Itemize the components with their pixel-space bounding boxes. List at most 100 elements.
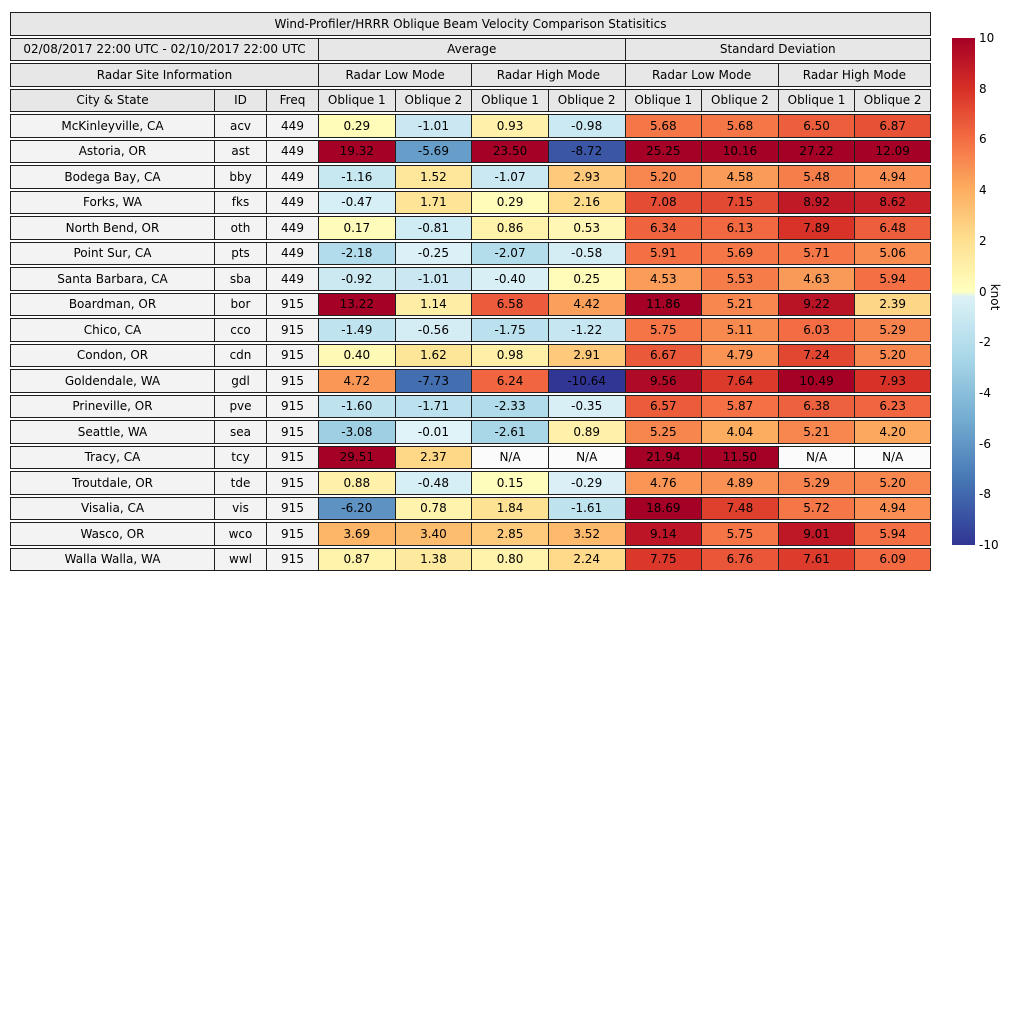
value-cell: 0.78 [394, 496, 472, 520]
value-cell: -1.75 [471, 318, 548, 342]
site-freq-cell: 915 [266, 343, 318, 367]
colorbar-tick-label: 10 [979, 31, 995, 45]
value-cell: 6.13 [701, 216, 778, 240]
value-cell: 6.24 [471, 369, 548, 393]
value-cell: 4.94 [854, 165, 931, 189]
value-cell: 27.22 [777, 139, 855, 163]
value-cell: 11.50 [701, 445, 778, 469]
value-cell: 8.62 [854, 190, 931, 214]
std-high-mode-header: Radar High Mode [777, 63, 931, 87]
value-cell: 5.94 [854, 267, 931, 291]
site-id-cell: wco [214, 522, 266, 546]
colorbar-tick-label: 0 [979, 284, 987, 299]
value-cell: N/A [854, 445, 931, 469]
value-cell: 5.94 [854, 522, 931, 546]
value-cell: 5.11 [701, 318, 778, 342]
value-cell: -8.72 [547, 139, 625, 163]
site-id-cell: tcy [214, 445, 266, 469]
value-cell: -0.56 [394, 318, 472, 342]
value-cell: 0.40 [318, 343, 395, 367]
site-freq-cell: 449 [266, 114, 318, 138]
site-city-cell: Tracy, CA [10, 445, 214, 469]
value-cell: 0.88 [318, 471, 395, 495]
value-cell: 7.08 [624, 190, 702, 214]
table-row: Goldendale, WA gdl 915 4.72 -7.73 6.24 -10.64 9… [10, 369, 931, 393]
value-cell: -2.18 [318, 241, 395, 265]
value-cell: -2.61 [471, 420, 548, 444]
site-city-cell: McKinleyville, CA [10, 114, 214, 138]
value-cell: 6.38 [777, 394, 855, 418]
oblique1-column-header: Oblique 1 [318, 88, 395, 112]
site-city-cell: Bodega Bay, CA [10, 165, 214, 189]
site-city-cell: Troutdale, OR [10, 471, 214, 495]
value-cell: 6.23 [854, 394, 931, 418]
value-cell: 4.20 [854, 420, 931, 444]
value-cell: 6.34 [624, 216, 702, 240]
site-city-cell: Astoria, OR [10, 139, 214, 163]
average-group-header: Average [318, 37, 625, 61]
site-freq-cell: 915 [266, 547, 318, 571]
value-cell: 9.56 [624, 369, 702, 393]
value-cell: 2.39 [854, 292, 931, 316]
value-cell: 5.06 [854, 241, 931, 265]
value-cell: 7.48 [701, 496, 778, 520]
value-cell: 3.40 [394, 522, 472, 546]
table-row: Wasco, OR wco 915 3.69 3.40 2.85 3.52 9.14 5.75 9… [10, 522, 931, 546]
table-row: Astoria, OR ast 449 19.32 -5.69 23.50 -8.72 25.… [10, 139, 931, 163]
site-id-cell: acv [214, 114, 266, 138]
site-city-cell: Condon, OR [10, 343, 214, 367]
city-column-header: City & State [10, 88, 214, 112]
value-cell: 3.52 [547, 522, 625, 546]
oblique2-column-header: Oblique 2 [854, 88, 931, 112]
value-cell: -1.01 [394, 114, 472, 138]
site-id-cell: bor [214, 292, 266, 316]
site-freq-cell: 915 [266, 420, 318, 444]
std-dev-group-header: Standard Deviation [624, 37, 931, 61]
value-cell: 4.94 [854, 496, 931, 520]
table-row: Condon, OR cdn 915 0.40 1.62 0.98 2.91 6.67 4.79… [10, 343, 931, 367]
value-cell: 5.21 [701, 292, 778, 316]
site-freq-cell: 449 [266, 165, 318, 189]
site-freq-cell: 915 [266, 522, 318, 546]
value-cell: 0.29 [471, 190, 548, 214]
site-id-cell: vis [214, 496, 266, 520]
freq-column-header: Freq [266, 88, 318, 112]
site-freq-cell: 915 [266, 471, 318, 495]
value-cell: 7.24 [777, 343, 855, 367]
value-cell: -1.01 [394, 267, 472, 291]
table-title: Wind-Profiler/HRRR Oblique Beam Velocity… [10, 12, 931, 36]
value-cell: 0.29 [318, 114, 395, 138]
value-cell: -0.98 [547, 114, 625, 138]
site-id-cell: gdl [214, 369, 266, 393]
oblique1-column-header: Oblique 1 [777, 88, 855, 112]
site-city-cell: Goldendale, WA [10, 369, 214, 393]
value-cell: 0.80 [471, 547, 548, 571]
colorbar-tick-label: 2 [979, 233, 987, 248]
value-cell: -0.81 [394, 216, 472, 240]
value-cell: 1.84 [471, 496, 548, 520]
avg-high-mode-header: Radar High Mode [471, 63, 625, 87]
value-cell: 5.91 [624, 241, 702, 265]
id-column-header: ID [214, 88, 266, 112]
value-cell: -0.35 [547, 394, 625, 418]
site-freq-cell: 449 [266, 139, 318, 163]
value-cell: 5.20 [854, 471, 931, 495]
site-city-cell: Forks, WA [10, 190, 214, 214]
value-cell: 1.62 [394, 343, 472, 367]
site-freq-cell: 915 [266, 369, 318, 393]
value-cell: -1.71 [394, 394, 472, 418]
value-cell: 9.22 [777, 292, 855, 316]
colorbar-tick-label: -8 [979, 487, 991, 502]
value-cell: 6.58 [471, 292, 548, 316]
value-cell: 6.09 [854, 547, 931, 571]
value-cell: 1.14 [394, 292, 472, 316]
value-cell: 21.94 [624, 445, 702, 469]
value-cell: 23.50 [471, 139, 548, 163]
comparison-table: Wind-Profiler/HRRR Oblique Beam Velocity… [10, 10, 931, 573]
value-cell: 4.04 [701, 420, 778, 444]
date-range: 02/08/2017 22:00 UTC - 02/10/2017 22:00 … [10, 37, 318, 61]
value-cell: 4.58 [701, 165, 778, 189]
value-cell: 12.09 [854, 139, 931, 163]
value-cell: 0.86 [471, 216, 548, 240]
site-id-cell: sba [214, 267, 266, 291]
